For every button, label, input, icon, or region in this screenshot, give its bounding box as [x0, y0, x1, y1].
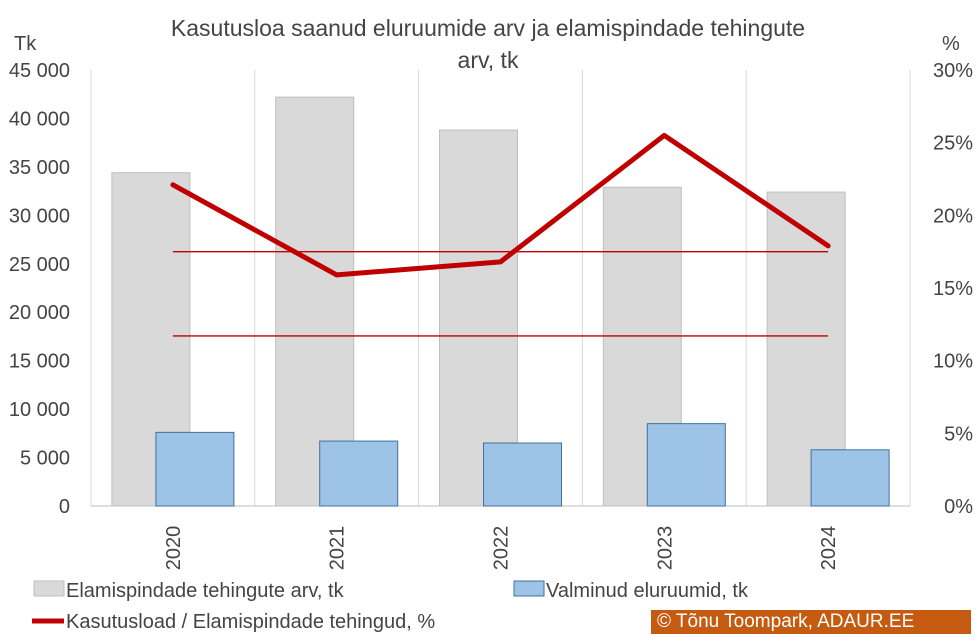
y-tick-left: 15 000	[9, 351, 70, 373]
y-axis-left-label: Tk	[14, 33, 37, 55]
x-tick-label: 2022	[491, 526, 513, 571]
bar-valminud	[155, 431, 235, 507]
chart-title-line: arv, tk	[458, 47, 519, 73]
x-tick-label: 2020	[163, 526, 185, 571]
y-tick-right: 30%	[933, 60, 973, 82]
bar-valminud	[319, 440, 399, 507]
y-tick-left: 45 000	[9, 60, 70, 82]
y-tick-right: 20%	[933, 205, 973, 227]
y-tick-left: 30 000	[9, 205, 70, 227]
x-tick-label: 2023	[654, 526, 676, 571]
x-tick-label: 2021	[327, 526, 349, 571]
y-tick-right: 25%	[933, 133, 973, 155]
y-axis-right-label: %	[942, 33, 960, 55]
x-tick-label: 2024	[818, 526, 840, 571]
y-tick-left: 0	[59, 496, 70, 518]
y-tick-right: 10%	[933, 351, 973, 373]
line-kasutusload	[170, 132, 831, 278]
chart-title-line: Kasutusloa saanud eluruumide arv ja elam…	[171, 15, 805, 41]
bar-valminud	[646, 423, 726, 507]
y-tick-right: 5%	[944, 423, 973, 445]
bar-valminud	[810, 449, 890, 507]
y-tick-left: 10 000	[9, 399, 70, 421]
bar-valminud	[483, 442, 562, 507]
legend-label-tehingud: Elamispindade tehingute arv, tk	[66, 580, 345, 602]
y-tick-right: 0%	[944, 496, 973, 518]
legend-swatch-valminud	[513, 580, 545, 597]
bar-tehingud	[275, 96, 355, 507]
y-tick-left: 20 000	[9, 302, 70, 324]
copyright-badge: © Tõnu Toompark, ADAUR.EE	[651, 610, 971, 634]
legend-label-kasutusload: Kasutusload / Elamispindade tehingud, %	[66, 611, 435, 633]
legend-label-valminud: Valminud eluruumid, tk	[546, 580, 749, 602]
y-tick-left: 5 000	[20, 448, 70, 470]
y-tick-left: 35 000	[9, 157, 70, 179]
y-tick-left: 40 000	[9, 108, 70, 130]
y-tick-right: 15%	[933, 278, 973, 300]
legend-swatch-tehingud	[33, 580, 65, 597]
y-tick-left: 25 000	[9, 254, 70, 276]
